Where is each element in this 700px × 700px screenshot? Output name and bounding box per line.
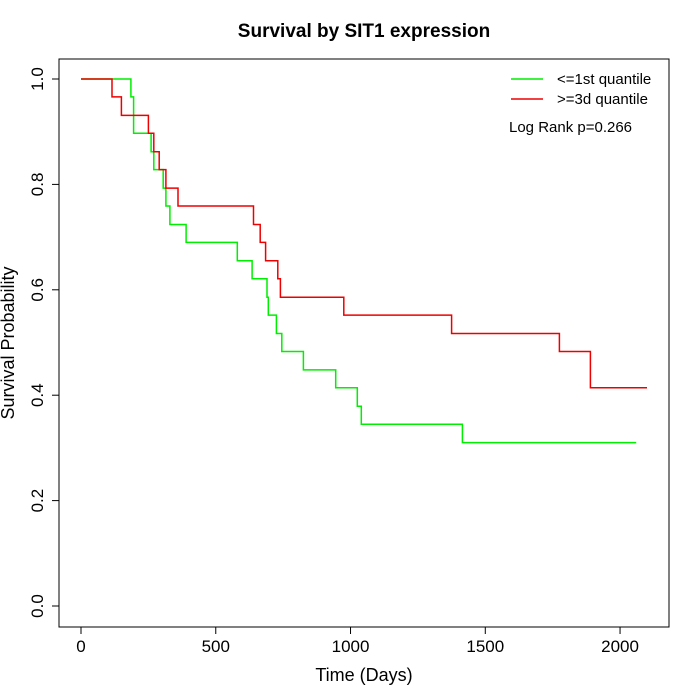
y-axis-label: Survival Probability bbox=[0, 266, 18, 419]
series-layer bbox=[81, 78, 647, 444]
x-tick-label: 0 bbox=[76, 637, 85, 656]
y-axis: 0.0 0.2 0.4 0.6 0.8 1.0 bbox=[28, 67, 60, 618]
series-line-1 bbox=[81, 78, 637, 444]
y-tick-label: 1.0 bbox=[28, 67, 47, 91]
y-tick-label: 0.8 bbox=[28, 173, 47, 197]
y-tick-label: 0.0 bbox=[28, 594, 47, 618]
x-tick-label: 2000 bbox=[601, 637, 639, 656]
x-tick-label: 1500 bbox=[466, 637, 504, 656]
series-line-2 bbox=[81, 78, 647, 389]
legend: <=1st quantile >=3d quantile bbox=[511, 71, 651, 108]
y-tick-label: 0.2 bbox=[28, 489, 47, 513]
y-tick-label: 0.6 bbox=[28, 278, 47, 302]
legend-label-1: <=1st quantile bbox=[557, 71, 651, 88]
chart-title: Survival by SIT1 expression bbox=[238, 21, 490, 42]
x-axis-label: Time (Days) bbox=[315, 665, 412, 685]
x-tick-label: 500 bbox=[202, 637, 230, 656]
x-tick-label: 1000 bbox=[332, 637, 370, 656]
y-tick-label: 0.4 bbox=[28, 383, 47, 407]
x-axis: 0 500 1000 1500 2000 bbox=[76, 626, 639, 656]
legend-label-2: >=3d quantile bbox=[557, 91, 648, 108]
log-rank-annotation: Log Rank p=0.266 bbox=[509, 119, 632, 136]
